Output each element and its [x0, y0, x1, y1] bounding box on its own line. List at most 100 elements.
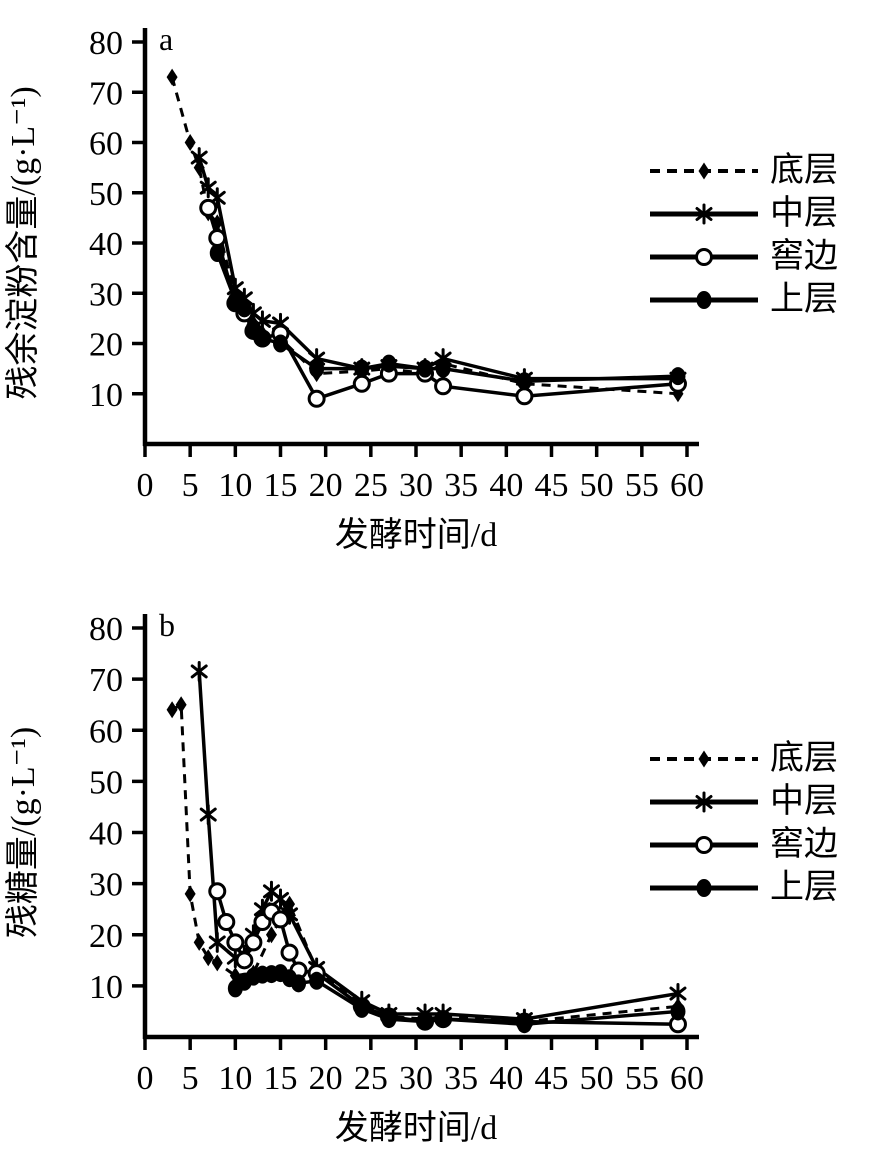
y-tick-label: 10: [89, 969, 123, 1006]
circle-open-marker: [434, 377, 453, 396]
diamond-filled-icon: [650, 162, 758, 179]
x-tick-label: 10: [218, 1060, 252, 1097]
x-tick-label: 35: [444, 467, 478, 504]
circle-open-marker: [271, 910, 290, 929]
series-markers-top-layer: [227, 964, 686, 1034]
circle-filled-marker: [670, 367, 686, 386]
asterisk-icon: [650, 203, 758, 224]
legend-label-middle-layer: 中层: [770, 782, 838, 820]
circle-open-marker: [208, 882, 227, 901]
legend-label-top-layer: 上层: [770, 868, 838, 906]
y-tick-label: 20: [89, 918, 123, 955]
asterisk-icon: [650, 791, 758, 812]
y-tick-label: 20: [89, 327, 123, 364]
asterisk-marker: [199, 177, 217, 199]
x-tick-label: 30: [399, 467, 433, 504]
circle-open-marker: [280, 943, 299, 962]
circle-filled-marker: [670, 1002, 686, 1021]
x-tick-label: 5: [182, 1060, 199, 1097]
diamond-filled-icon: [650, 750, 758, 767]
circle-filled-marker: [254, 329, 270, 348]
legend-entry-middle-layer: 中层: [648, 192, 868, 235]
legend-entry-bottom-layer: 底层: [648, 737, 868, 780]
circle-filled-marker: [209, 244, 225, 263]
asterisk-marker: [272, 888, 289, 910]
circle-open-icon: [650, 835, 758, 854]
x-tick-label: 0: [137, 1060, 154, 1097]
circle-open-marker: [515, 387, 534, 406]
x-tick-label: 30: [399, 1060, 433, 1097]
diamond-filled-marker: [698, 750, 710, 767]
legend-label-bottom-layer: 底层: [770, 151, 838, 189]
circle-filled-marker: [696, 290, 712, 309]
x-axis-title: 发酵时间/d: [335, 1109, 497, 1147]
x-tick-label: 45: [535, 467, 569, 504]
x-tick-label: 25: [354, 1060, 388, 1097]
y-tick-label: 60: [89, 126, 123, 163]
x-tick-label: 15: [264, 1060, 298, 1097]
asterisk-marker: [695, 203, 713, 224]
circle-open-marker: [244, 933, 263, 952]
y-axis-title: 残糖量/(g·L⁻¹): [4, 727, 42, 938]
circle-filled-marker: [309, 359, 325, 378]
legend-entry-middle-layer: 中层: [648, 780, 868, 823]
circle-filled-marker: [435, 1010, 451, 1029]
y-tick-label: 80: [89, 25, 123, 62]
diamond-filled-marker: [166, 68, 178, 86]
series-line-bottom-layer: [170, 76, 679, 396]
y-axis-title: 残余淀粉含量/(g·L⁻¹): [4, 86, 42, 399]
circle-filled-marker: [417, 359, 433, 378]
x-tick-label: 60: [670, 467, 704, 504]
y-tick-label: 40: [89, 816, 123, 853]
legend-entry-pit-edge: 窖边: [648, 235, 868, 278]
circle-open-marker: [695, 835, 713, 854]
asterisk-marker: [190, 147, 208, 169]
diamond-filled-marker: [698, 162, 710, 179]
circle-open-marker: [226, 933, 245, 952]
circle-open-marker: [235, 951, 254, 970]
y-tick-label: 80: [89, 611, 123, 648]
x-tick-label: 20: [309, 467, 343, 504]
x-tick-label: 25: [354, 467, 388, 504]
x-tick-label: 15: [264, 467, 298, 504]
diamond-filled-marker: [202, 949, 214, 967]
x-tick-label: 40: [489, 467, 523, 504]
x-tick-label: 50: [580, 1060, 614, 1097]
diamond-filled-marker: [184, 885, 196, 903]
diamond-filled-marker: [265, 926, 277, 944]
series-middle-layer: [197, 157, 678, 381]
x-tick-label: 55: [625, 467, 659, 504]
x-tick-label: 45: [535, 1060, 569, 1097]
legend-entry-top-layer: 上层: [648, 278, 868, 321]
x-tick-label: 35: [444, 1060, 478, 1097]
legend-label-pit-edge: 窖边: [770, 825, 838, 863]
y-tick-label: 10: [89, 377, 123, 414]
x-tick-label: 10: [218, 467, 252, 504]
circle-open-marker: [695, 247, 713, 266]
y-tick-label: 70: [89, 75, 123, 112]
circle-filled-marker: [309, 971, 325, 990]
x-tick-label: 55: [625, 1060, 659, 1097]
circle-filled-marker: [354, 359, 370, 378]
asterisk-marker: [190, 660, 208, 682]
circle-filled-marker: [354, 999, 370, 1018]
circle-filled-marker: [417, 1012, 433, 1031]
circle-filled-marker: [696, 878, 712, 897]
diamond-filled-marker: [166, 701, 178, 719]
asterisk-marker: [199, 804, 217, 826]
chart-panel-a: 10 20 30 40 50 60 70 80 0 5 10 15 20 25 30 35 40 45 50 55 60…: [4, 21, 704, 554]
circle-filled-marker: [435, 359, 451, 378]
circle-open-marker: [208, 228, 227, 247]
circle-open-marker: [217, 912, 236, 931]
legend-entry-bottom-layer: 底层: [648, 149, 868, 192]
circle-open-marker: [307, 389, 326, 408]
y-tick-label: 40: [89, 226, 123, 263]
legend-b: 底层 中层窖边上层: [648, 737, 868, 909]
circle-open-marker: [199, 198, 218, 217]
y-tick-label: 30: [89, 867, 123, 904]
diamond-filled-marker: [193, 933, 205, 951]
series-markers-bottom-layer: [166, 68, 684, 403]
circle-filled-marker: [516, 372, 532, 391]
asterisk-marker: [208, 931, 226, 953]
legend-label-middle-layer: 中层: [770, 194, 838, 232]
